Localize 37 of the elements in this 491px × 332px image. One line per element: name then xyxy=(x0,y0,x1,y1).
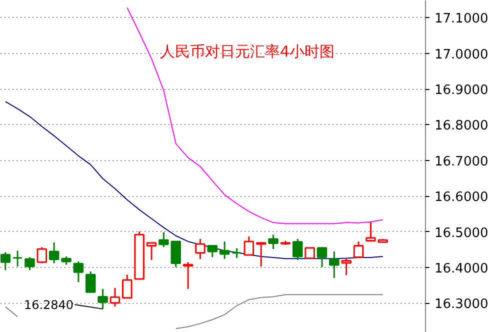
candlestick xyxy=(268,234,278,250)
y-tick-label: 16.4000 xyxy=(434,262,488,277)
candlestick xyxy=(329,250,340,279)
y-tick-label: 16.5000 xyxy=(434,226,488,241)
y-tick-label: 16.8000 xyxy=(434,118,488,134)
candlestick xyxy=(0,251,11,271)
candlestick xyxy=(304,247,315,259)
candlestick xyxy=(292,238,303,261)
candlestick xyxy=(316,247,328,268)
candlestick xyxy=(146,242,157,261)
candlestick xyxy=(110,287,120,308)
y-tick-label: 17.1000 xyxy=(434,12,488,27)
y-tick-label: 16.3000 xyxy=(434,297,488,312)
candlestick xyxy=(24,256,35,271)
candlestick xyxy=(73,260,84,283)
candlestick xyxy=(195,238,206,260)
candlestick xyxy=(232,248,242,259)
y-tick-label: 17.0000 xyxy=(434,47,488,62)
candlestick xyxy=(244,236,254,256)
candlestick xyxy=(85,270,96,293)
candlestick xyxy=(353,240,364,258)
candlestick xyxy=(219,240,230,260)
y-tick-label: 16.6000 xyxy=(434,190,488,206)
candlestick xyxy=(98,288,108,310)
line-series xyxy=(126,7,384,224)
candlestick xyxy=(12,250,23,268)
text: 人民币对日元汇率4小时图 xyxy=(160,42,335,61)
candlestick xyxy=(36,246,48,264)
candlestick xyxy=(182,261,194,290)
annotation: 16.2840 xyxy=(24,298,74,312)
y-tick-label: 16.7000 xyxy=(434,154,488,170)
y-tick-label: 16.9000 xyxy=(434,83,488,98)
candlestick xyxy=(341,258,352,276)
candlestick xyxy=(207,245,218,258)
candlestick xyxy=(48,242,60,264)
candlestick xyxy=(256,242,266,268)
candlestick xyxy=(122,274,132,299)
